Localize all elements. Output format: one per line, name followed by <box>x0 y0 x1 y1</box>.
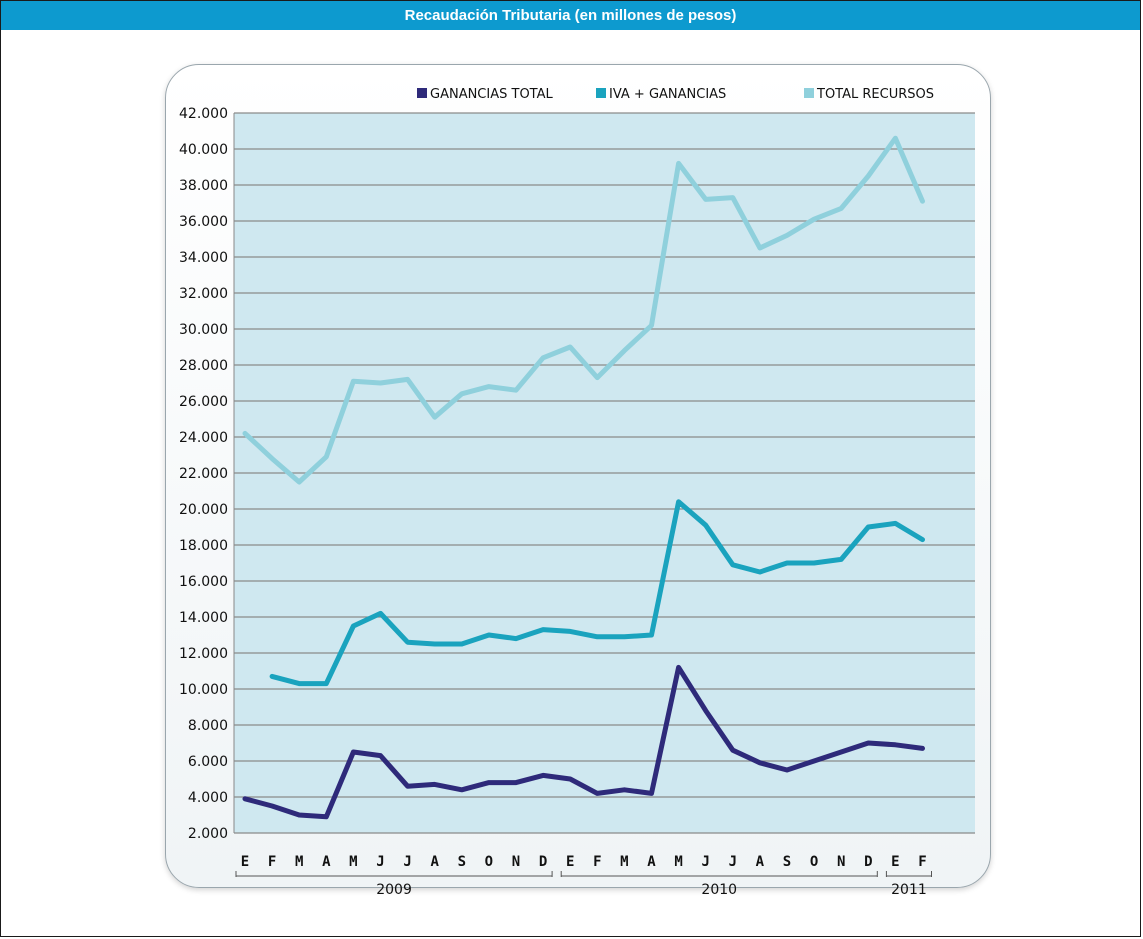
x-tick-label: E <box>566 854 574 870</box>
gridlines <box>234 112 975 834</box>
y-tick-label: 30.000 <box>179 322 228 338</box>
x-tick-label: J <box>403 854 411 870</box>
year-bracket: 2011 <box>885 871 932 898</box>
y-tick-label: 32.000 <box>179 286 228 302</box>
legend-swatch <box>417 88 427 98</box>
x-tick-label: O <box>485 854 493 870</box>
y-tick-label: 36.000 <box>179 214 228 230</box>
y-tick-label: 16.000 <box>179 574 228 590</box>
x-tick-label: D <box>864 854 872 870</box>
series-line-total-recursos <box>242 135 925 485</box>
legend-label: GANANCIAS TOTAL <box>430 87 553 102</box>
x-tick-label: D <box>539 854 547 870</box>
x-tick-label: S <box>458 854 466 870</box>
legend-item-ganancias-total: GANANCIAS TOTAL <box>417 87 553 102</box>
year-label: 2011 <box>891 882 927 898</box>
year-label: 2010 <box>701 882 737 898</box>
legend-item-total-recursos: TOTAL RECURSOS <box>804 87 934 102</box>
y-tick-label: 8.000 <box>188 718 228 734</box>
y-tick-label: 26.000 <box>179 394 228 410</box>
legend-swatch <box>596 88 606 98</box>
y-tick-label: 14.000 <box>179 610 228 626</box>
page-title: Recaudación Tributaria (en millones de p… <box>1 1 1140 30</box>
legend-swatch <box>804 88 814 98</box>
x-tick-label: F <box>268 854 276 870</box>
x-tick-label: F <box>918 854 926 870</box>
year-label: 2009 <box>376 882 412 898</box>
y-tick-label: 2.000 <box>188 826 228 842</box>
x-tick-label: F <box>593 854 601 870</box>
x-tick-label: E <box>891 854 899 870</box>
x-tick-label: N <box>512 854 520 870</box>
x-tick-label: E <box>241 854 249 870</box>
y-tick-label: 40.000 <box>179 142 228 158</box>
y-tick-label: 18.000 <box>179 538 228 554</box>
y-tick-label: 38.000 <box>179 178 228 194</box>
x-tick-label: J <box>701 854 709 870</box>
y-tick-label: 34.000 <box>179 250 228 266</box>
y-tick-label: 22.000 <box>179 466 228 482</box>
x-tick-label: J <box>729 854 737 870</box>
year-bracket: 2009 <box>235 871 553 898</box>
x-tick-label: M <box>295 854 303 870</box>
y-axis: 2.000 4.000 6.000 8.000 10.000 12.000 14.000 16… <box>179 106 235 842</box>
x-tick-label: N <box>837 854 845 870</box>
x-tick-label: A <box>322 854 331 870</box>
x-axis: E F M A M J J A S O N D E F M A M J J A S O N D E F 2009 2010 2011 <box>235 854 932 898</box>
series-line-iva-ganancias <box>269 499 925 687</box>
y-tick-label: 28.000 <box>179 358 228 374</box>
x-tick-label: S <box>783 854 791 870</box>
legend-label: TOTAL RECURSOS <box>816 87 934 102</box>
x-tick-label: A <box>647 854 656 870</box>
legend: GANANCIAS TOTAL IVA + GANANCIAS TOTAL RECU… <box>417 87 934 102</box>
y-tick-label: 42.000 <box>179 106 228 122</box>
x-tick-label: O <box>810 854 818 870</box>
y-tick-label: 12.000 <box>179 646 228 662</box>
series-line-ganancias-total <box>242 664 925 820</box>
x-tick-label: A <box>756 854 765 870</box>
y-tick-label: 6.000 <box>188 754 228 770</box>
x-tick-label: M <box>620 854 628 870</box>
series-lines <box>242 135 925 820</box>
y-tick-label: 20.000 <box>179 502 228 518</box>
x-tick-label: A <box>430 854 439 870</box>
legend-label: IVA + GANANCIAS <box>609 87 726 102</box>
year-bracket: 2010 <box>560 871 878 898</box>
legend-item-iva-ganancias: IVA + GANANCIAS <box>596 87 726 102</box>
x-tick-label: M <box>349 854 357 870</box>
x-tick-label: M <box>674 854 682 870</box>
y-tick-label: 24.000 <box>179 430 228 446</box>
y-tick-label: 4.000 <box>188 790 228 806</box>
x-tick-label: J <box>376 854 384 870</box>
y-tick-label: 10.000 <box>179 682 228 698</box>
